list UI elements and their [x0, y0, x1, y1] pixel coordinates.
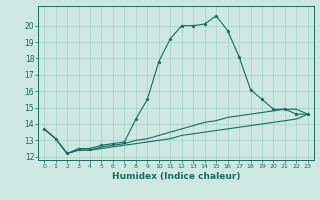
X-axis label: Humidex (Indice chaleur): Humidex (Indice chaleur)	[112, 172, 240, 181]
